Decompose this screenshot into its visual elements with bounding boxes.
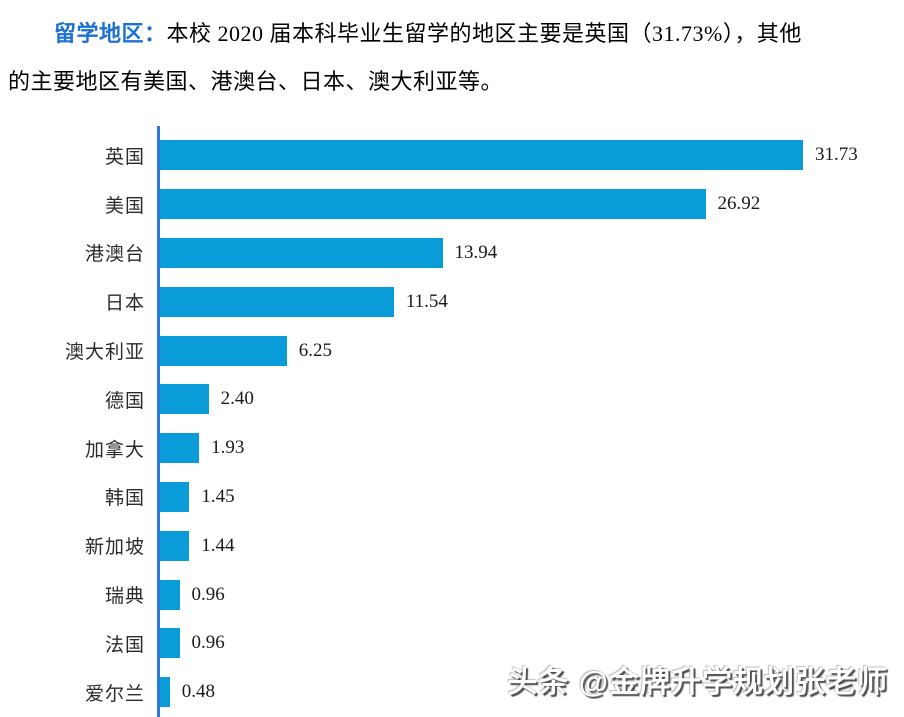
chart-row: 日本 11.54 xyxy=(0,277,904,326)
bar xyxy=(160,481,190,512)
intro-paragraph: 留学地区：本校 2020 届本科毕业生留学的地区主要是英国（31.73%），其他… xyxy=(0,0,904,106)
category-label: 韩国 xyxy=(104,488,145,510)
bar xyxy=(160,628,180,659)
category-label: 日本 xyxy=(104,293,145,315)
bar xyxy=(160,237,443,268)
chart-row: 美国 26.92 xyxy=(0,180,904,229)
category-label: 港澳台 xyxy=(84,244,145,266)
bar xyxy=(160,384,209,415)
chart-row: 英国 31.73 xyxy=(0,131,904,180)
intro-line1: 本校 2020 届本科毕业生留学的地区主要是英国（31.73%），其他 xyxy=(166,21,802,46)
value-label: 6.25 xyxy=(298,339,332,361)
category-label: 加拿大 xyxy=(84,439,145,461)
bar xyxy=(160,140,803,171)
chart-row: 韩国 1.45 xyxy=(0,473,904,522)
study-abroad-bar-chart: 英国 31.73 美国 26.92 港澳台 13.94 日本 11.54 澳大利亚 6.25 德国 2… xyxy=(0,126,904,717)
intro-line2: 的主要地区有美国、港澳台、日本、澳大利亚等。 xyxy=(8,69,504,94)
category-label: 澳大利亚 xyxy=(64,342,145,364)
bar xyxy=(160,579,180,610)
category-label: 美国 xyxy=(104,195,145,217)
value-label: 0.96 xyxy=(191,632,225,654)
watermark-text: 头条 @金牌升学规划张老师 xyxy=(507,666,888,699)
watermark: 头条 @金牌升学规划张老师 xyxy=(507,657,888,701)
category-label: 德国 xyxy=(104,390,145,412)
chart-row: 澳大利亚 6.25 xyxy=(0,326,904,375)
chart-row: 爱尔兰 0.48 xyxy=(0,668,904,717)
value-label: 31.73 xyxy=(815,144,858,166)
value-label: 26.92 xyxy=(717,193,761,215)
bar xyxy=(160,286,394,317)
chart-row: 德国 2.40 xyxy=(0,375,904,424)
intro-lead: 留学地区： xyxy=(54,21,167,46)
y-axis-line xyxy=(157,126,160,717)
bar xyxy=(160,433,200,464)
value-label: 1.45 xyxy=(201,485,235,507)
value-label: 0.48 xyxy=(181,681,215,703)
value-label: 13.94 xyxy=(454,241,498,263)
value-label: 2.40 xyxy=(220,388,254,410)
chart-rows: 英国 31.73 美国 26.92 港澳台 13.94 日本 11.54 澳大利亚 6.25 德国 2… xyxy=(0,131,904,717)
bar xyxy=(160,335,287,366)
category-label: 新加坡 xyxy=(84,537,145,559)
chart-row: 加拿大 1.93 xyxy=(0,424,904,473)
chart-row: 新加坡 1.44 xyxy=(0,521,904,570)
value-label: 1.44 xyxy=(201,534,235,556)
value-label: 11.54 xyxy=(405,290,448,312)
bar xyxy=(160,530,190,561)
chart-row: 法国 0.96 xyxy=(0,619,904,668)
category-label: 英国 xyxy=(104,146,145,168)
chart-row: 瑞典 0.96 xyxy=(0,570,904,619)
value-label: 1.93 xyxy=(211,437,245,459)
category-label: 法国 xyxy=(104,634,145,656)
category-label: 瑞典 xyxy=(104,586,145,608)
category-label: 爱尔兰 xyxy=(84,683,145,705)
bar xyxy=(160,189,706,220)
bar xyxy=(160,677,170,708)
chart-row: 港澳台 13.94 xyxy=(0,229,904,278)
value-label: 0.96 xyxy=(191,583,225,605)
